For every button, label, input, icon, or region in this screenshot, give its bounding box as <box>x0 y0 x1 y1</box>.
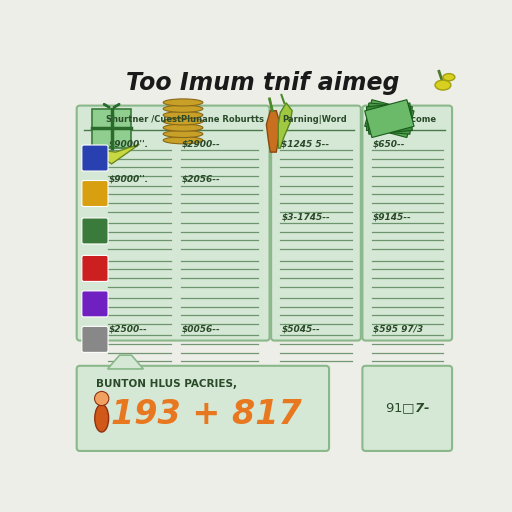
Ellipse shape <box>163 131 203 138</box>
Polygon shape <box>365 100 414 138</box>
FancyBboxPatch shape <box>77 105 269 340</box>
Text: $5045--: $5045-- <box>282 325 320 333</box>
Ellipse shape <box>163 99 203 106</box>
FancyBboxPatch shape <box>82 218 108 244</box>
Polygon shape <box>266 111 280 152</box>
Text: Table Income: Table Income <box>374 115 436 124</box>
FancyBboxPatch shape <box>82 255 108 282</box>
FancyBboxPatch shape <box>82 145 108 171</box>
Ellipse shape <box>435 80 451 90</box>
Ellipse shape <box>443 74 455 81</box>
Text: Too Imum tnif aimeg: Too Imum tnif aimeg <box>126 71 399 95</box>
Text: Plunane Roburtts: Plunane Roburtts <box>181 115 264 124</box>
FancyBboxPatch shape <box>362 366 452 451</box>
Text: $650--: $650-- <box>373 139 405 148</box>
Text: $9145--: $9145-- <box>373 212 412 221</box>
FancyBboxPatch shape <box>82 326 108 352</box>
Text: $595 97/3: $595 97/3 <box>373 325 423 333</box>
Polygon shape <box>367 103 412 134</box>
Text: $9000''.: $9000''. <box>109 139 148 148</box>
Ellipse shape <box>163 112 203 119</box>
Bar <box>92 109 132 148</box>
Text: $1245 5--: $1245 5-- <box>282 139 330 148</box>
FancyBboxPatch shape <box>82 181 108 206</box>
Text: $2056--: $2056-- <box>182 175 221 184</box>
FancyBboxPatch shape <box>271 105 361 340</box>
FancyBboxPatch shape <box>82 291 108 317</box>
Text: $0056--: $0056-- <box>182 325 221 333</box>
Text: $9000''.: $9000''. <box>109 175 148 184</box>
Polygon shape <box>108 355 143 369</box>
FancyBboxPatch shape <box>362 105 452 340</box>
Text: $2900--: $2900-- <box>182 139 221 148</box>
Polygon shape <box>279 103 292 148</box>
Text: Parning|Word: Parning|Word <box>282 115 347 124</box>
Circle shape <box>95 391 109 406</box>
Text: BUNTON HLUS PACRIES,: BUNTON HLUS PACRIES, <box>96 379 237 389</box>
FancyBboxPatch shape <box>77 366 329 451</box>
Text: $3-1745--: $3-1745-- <box>282 212 330 221</box>
Ellipse shape <box>95 404 109 432</box>
Polygon shape <box>88 144 139 164</box>
Ellipse shape <box>163 124 203 131</box>
Text: Shurtner /Cuest: Shurtner /Cuest <box>105 115 181 124</box>
Polygon shape <box>365 100 414 138</box>
Polygon shape <box>367 103 412 134</box>
Ellipse shape <box>163 118 203 125</box>
Ellipse shape <box>163 137 203 144</box>
Ellipse shape <box>163 105 203 112</box>
Text: $91 $□7-: $91 $□7- <box>385 401 430 416</box>
Text: $2500--: $2500-- <box>109 325 147 333</box>
Text: 193 + 817: 193 + 817 <box>112 398 302 431</box>
